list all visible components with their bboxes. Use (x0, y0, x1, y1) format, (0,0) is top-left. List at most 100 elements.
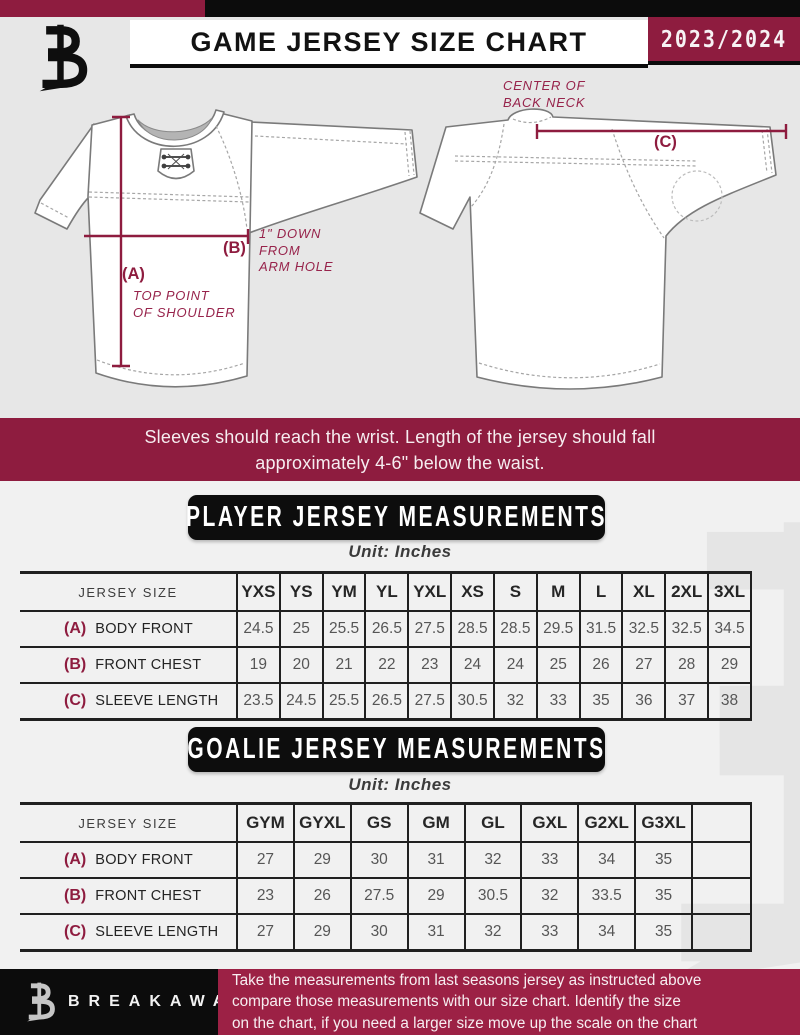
back-jersey-outline (419, 108, 777, 390)
value-cell: 30.5 (463, 877, 522, 914)
player-unit-label: Unit: Inches (348, 542, 452, 561)
value-cell: 24 (450, 646, 494, 683)
goalie-unit-label: Unit: Inches (348, 775, 452, 794)
row-label: SLEEVE LENGTH (95, 924, 219, 940)
player-section-banner: PLAYER JERSEY MEASUREMENTS (186, 495, 607, 540)
empty-value-cell (691, 877, 752, 914)
size-column-header: 3XL (707, 572, 752, 612)
value-cell: 27.5 (407, 682, 452, 720)
table-row: (B) FRONT CHEST 23 26 27.5 29 30.5 32 33.5 35 (20, 877, 752, 914)
value-cell: 25.5 (321, 610, 366, 647)
size-column-header: G3XL (634, 803, 692, 843)
row-label: FRONT CHEST (95, 657, 202, 673)
table-row: (A) BODY FRONT 24.5 25 25.5 26.5 27.5 28.5 28.5 2… (20, 610, 752, 647)
value-cell: 26 (578, 646, 623, 683)
size-column-header: YM (321, 572, 366, 612)
row-label: BODY FRONT (95, 621, 194, 637)
size-column-header: GM (406, 803, 465, 843)
value-cell: 26.5 (364, 610, 409, 647)
value-cell: 27.5 (349, 877, 408, 914)
collar-laces (164, 153, 188, 170)
title-bar: GAME JERSEY SIZE CHART (130, 20, 648, 68)
row-key: (B) (64, 887, 87, 904)
header-row: JERSEY SIZE YXS YS YM YL YXL XS S M L XL 2XL 3XL (20, 572, 752, 612)
size-column-header: GL (463, 803, 522, 843)
measurements-section: PLAYER JERSEY MEASUREMENTS Unit: Inches … (0, 481, 800, 969)
value-cell: 27 (236, 841, 294, 878)
value-cell: 28 (664, 646, 709, 683)
size-column-header: YXS (236, 572, 280, 612)
label-a: (A) (122, 265, 145, 283)
value-cell: 34 (577, 841, 636, 878)
value-cell: 19 (236, 646, 280, 683)
row-key: (A) (64, 851, 87, 868)
value-cell: 22 (364, 646, 409, 683)
value-cell: 24.5 (278, 682, 323, 720)
goalie-size-table: JERSEY SIZE GYM GYXL GS GM GL GXL G2XL G3XL (A) BO… (20, 802, 752, 952)
value-cell: 31 (406, 841, 465, 878)
size-column-header: GXL (520, 803, 579, 843)
label-a-caption: TOP POINT OF SHOULDER (133, 288, 236, 320)
value-cell: 30.5 (450, 682, 494, 720)
goalie-section-banner: GOALIE JERSEY MEASUREMENTS (187, 727, 605, 772)
table-row: (B) FRONT CHEST 19 20 21 22 23 24 24 25 26 27 28 29 (20, 646, 752, 683)
value-cell: 26 (292, 877, 351, 914)
player-size-table-container: JERSEY SIZE YXS YS YM YL YXL XS S M L XL 2XL 3XL (A) B… (20, 571, 752, 721)
row-label-cell: (B) FRONT CHEST (20, 646, 237, 683)
value-cell: 25.5 (321, 682, 366, 720)
value-cell: 29 (707, 646, 752, 683)
back-jersey-seams (454, 116, 773, 379)
value-cell: 35 (634, 913, 692, 951)
fit-notice-line2: approximately 4-6" below the waist. (255, 452, 545, 473)
value-cell: 27 (621, 646, 666, 683)
measurement-lines (84, 115, 788, 368)
jersey-diagrams (34, 108, 788, 390)
value-cell: 30 (349, 841, 408, 878)
value-cell: 27 (236, 913, 294, 951)
row-key: (A) (64, 620, 87, 637)
value-cell: 25 (535, 646, 580, 683)
jersey-size-corner-label: JERSEY SIZE (20, 803, 237, 843)
empty-value-cell (691, 841, 752, 878)
value-cell: 34.5 (707, 610, 752, 647)
value-cell: 20 (278, 646, 323, 683)
size-column-header: M (535, 572, 580, 612)
footer-brand-name: BREAKAWAY (68, 993, 252, 1010)
size-column-header: YL (364, 572, 409, 612)
value-cell: 23.5 (236, 682, 280, 720)
row-key: (C) (64, 923, 87, 940)
value-cell: 33 (520, 913, 579, 951)
label-b-caption: 1" DOWN FROM ARM HOLE (259, 226, 334, 274)
value-cell: 29 (406, 877, 465, 914)
value-cell: 33 (535, 682, 580, 720)
footer-line3: on the chart, if you need a larger size … (232, 1014, 698, 1032)
player-section-title: PLAYER JERSEY MEASUREMENTS (186, 501, 607, 533)
header-row: JERSEY SIZE GYM GYXL GS GM GL GXL G2XL G3XL (20, 803, 752, 843)
row-label: SLEEVE LENGTH (95, 693, 219, 709)
value-cell: 33 (520, 841, 579, 878)
row-label-cell: (B) FRONT CHEST (20, 877, 237, 914)
value-cell: 37 (664, 682, 709, 720)
size-column-header: YXL (407, 572, 452, 612)
value-cell: 29.5 (535, 610, 580, 647)
row-key: (C) (64, 692, 87, 709)
value-cell: 32 (492, 682, 537, 720)
size-column-header: GYXL (292, 803, 351, 843)
front-jersey-outline (34, 109, 418, 388)
size-column-header: GS (349, 803, 408, 843)
value-cell: 38 (707, 682, 752, 720)
goalie-size-table-container: JERSEY SIZE GYM GYXL GS GM GL GXL G2XL G3XL (A) BO… (20, 802, 752, 952)
row-key: (B) (64, 656, 87, 673)
value-cell: 32.5 (621, 610, 666, 647)
row-label-cell: (C) SLEEVE LENGTH (20, 682, 237, 720)
size-column-header: L (578, 572, 623, 612)
fit-notice-line1: Sleeves should reach the wrist. Length o… (144, 426, 656, 447)
value-cell: 33.5 (577, 877, 636, 914)
value-cell: 31.5 (578, 610, 623, 647)
label-c: (C) (654, 133, 677, 151)
footer-instructions: Take the measurements from last seasons … (218, 969, 800, 1035)
value-cell: 32 (463, 913, 522, 951)
table-row: (C) SLEEVE LENGTH 27 29 30 31 32 33 34 35 (20, 913, 752, 951)
row-label: BODY FRONT (95, 852, 194, 868)
size-column-header: 2XL (664, 572, 709, 612)
